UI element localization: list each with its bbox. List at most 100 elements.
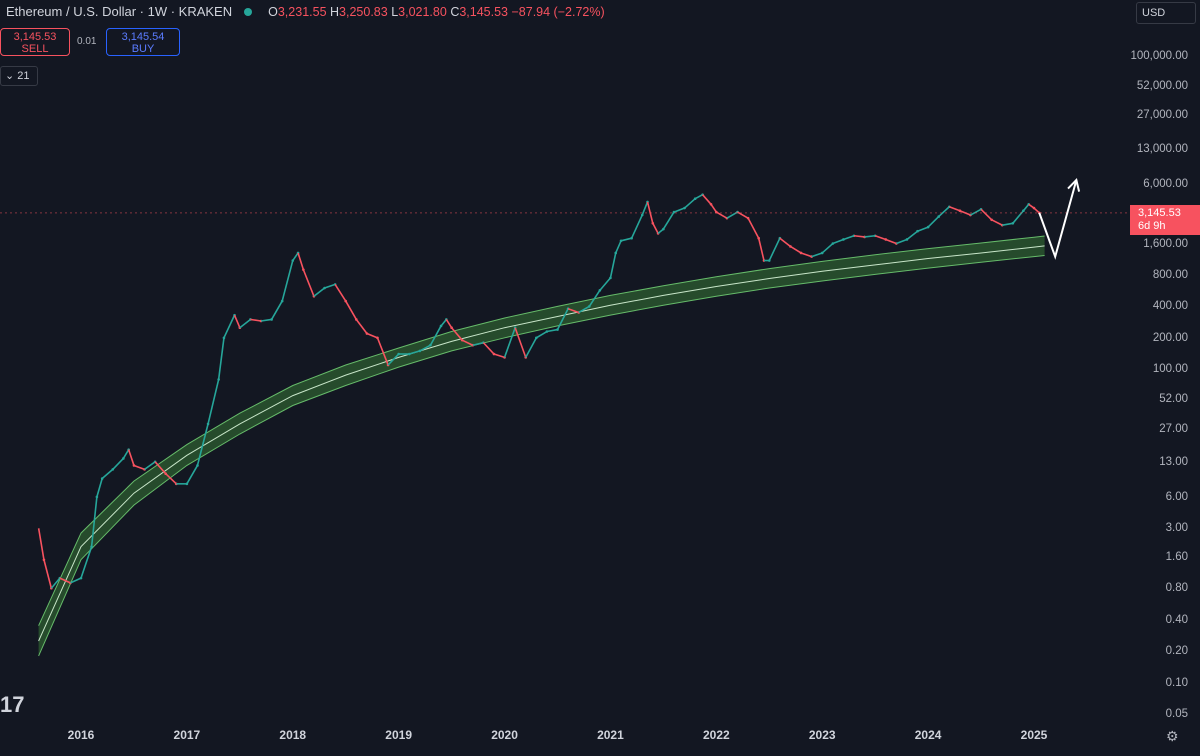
y-tick-label: 200.00: [1152, 331, 1188, 344]
symbol-title[interactable]: Ethereum / U.S. Dollar · 1W · KRAKEN: [6, 4, 233, 19]
price-segment: [207, 379, 220, 425]
price-segment: [270, 300, 283, 320]
price-segment: [59, 577, 71, 584]
y-tick-label: 800.00: [1152, 268, 1188, 281]
price-segment: [196, 423, 209, 466]
price-segment: [482, 342, 495, 355]
price-segment: [461, 339, 474, 346]
band-fill: [38, 236, 1045, 656]
price-segment: [567, 307, 579, 314]
price-segment: [620, 237, 632, 242]
price-segment: [821, 242, 834, 254]
price-segment: [292, 252, 299, 261]
price-segment: [127, 449, 135, 466]
price-segment: [250, 318, 262, 322]
price-segment: [843, 234, 855, 241]
price-segment: [609, 252, 617, 279]
price-segment: [694, 193, 703, 200]
y-tick-label: 27.00: [1159, 422, 1188, 435]
price-segment: [790, 245, 802, 254]
price-segment: [217, 337, 225, 380]
y-tick-label: 1.60: [1165, 550, 1188, 563]
y-tick-label: 400.00: [1152, 300, 1188, 313]
band-upper-line: [38, 235, 1045, 626]
price-segment: [472, 341, 484, 346]
x-tick-label: 2023: [808, 728, 836, 742]
y-tick-label: 0.20: [1165, 645, 1188, 658]
price-segment: [710, 203, 717, 213]
y-tick-label: 0.40: [1165, 613, 1188, 626]
y-tick-label: 6,000.00: [1143, 177, 1188, 190]
y-tick-label: 100.00: [1152, 363, 1188, 376]
price-segment: [445, 319, 453, 329]
price-segment: [281, 260, 294, 302]
price-segment: [70, 577, 82, 584]
price-segment: [223, 314, 236, 339]
x-tick-label: 2020: [491, 728, 518, 742]
price-segment: [701, 194, 712, 205]
price-segment: [662, 211, 675, 230]
price-segment: [260, 318, 272, 322]
price-segment: [334, 283, 347, 302]
price-segment: [366, 332, 378, 339]
y-tick-label: 13.00: [1159, 455, 1188, 468]
tradingview-logo-icon[interactable]: 17: [0, 692, 25, 717]
x-tick-label: 2016: [67, 728, 95, 742]
price-segment: [503, 327, 516, 358]
gear-icon[interactable]: ⚙: [1166, 728, 1179, 744]
buy-button[interactable]: 3,145.54 BUY: [106, 28, 180, 56]
price-segment: [980, 208, 993, 221]
price-axis[interactable]: 100,000.00 52,000.00 27,000.00 13,000.00 6,0…: [1130, 0, 1200, 722]
price-segment: [684, 198, 696, 209]
x-tick-label: 2018: [279, 728, 307, 742]
price-segment: [535, 330, 548, 339]
sell-button[interactable]: 3,145.53 SELL: [0, 28, 70, 56]
y-tick-label: 27,000.00: [1136, 109, 1188, 122]
price-chart[interactable]: [0, 0, 1130, 722]
y-tick-label: 52,000.00: [1136, 79, 1188, 92]
current-price-label: 3,145.53 6d 9h: [1130, 205, 1200, 235]
price-segment: [1022, 203, 1030, 212]
price-segment: [588, 289, 601, 307]
price-segment: [37, 528, 45, 560]
chevron-down-icon: ⌄: [5, 70, 15, 82]
y-tick-label: 0.80: [1165, 582, 1188, 595]
band-middle-line: [38, 245, 1045, 642]
chart-header: Ethereum / U.S. Dollar · 1W · KRAKEN O3,…: [6, 4, 605, 19]
price-segment: [493, 353, 505, 359]
price-segment: [768, 237, 781, 261]
price-segment: [112, 457, 124, 470]
ohlc-readout: O3,231.55 H3,250.83 L3,021.80 C3,145.53 …: [268, 4, 605, 19]
y-tick-label: 6.00: [1165, 490, 1188, 503]
indicator-toggle[interactable]: ⌄ 21: [0, 66, 38, 86]
price-segment: [90, 496, 98, 547]
price-segment: [525, 337, 538, 358]
price-segment: [853, 234, 865, 238]
y-tick-label: 52.00: [1159, 392, 1188, 405]
projection-arrow: [1038, 179, 1078, 260]
market-status-icon: [244, 7, 253, 16]
price-segment: [144, 461, 156, 471]
currency-button[interactable]: USD: [1136, 2, 1196, 24]
price-segment: [800, 252, 812, 258]
price-segment: [154, 461, 167, 475]
price-segment: [737, 211, 749, 219]
price-segment: [297, 252, 305, 270]
price-segment: [615, 240, 622, 254]
price-segment: [546, 328, 558, 333]
price-segment: [991, 219, 1003, 226]
x-tick-label: 2019: [385, 728, 413, 742]
y-tick-label: 1,600.00: [1143, 237, 1188, 250]
price-segment: [599, 277, 612, 291]
price-segment: [451, 327, 463, 341]
price-segment: [133, 464, 145, 471]
time-axis[interactable]: 2016 2017 2018 2019 2020 2021 2022 2023 2024 2025: [0, 722, 1130, 756]
price-segment: [324, 283, 336, 289]
price-series: [37, 193, 1041, 590]
y-tick-label: 100,000.00: [1130, 50, 1188, 62]
price-segment: [927, 216, 940, 228]
price-segment: [811, 252, 823, 258]
price-segment: [239, 318, 251, 329]
price-segment: [578, 305, 590, 314]
price-segment: [409, 350, 421, 355]
